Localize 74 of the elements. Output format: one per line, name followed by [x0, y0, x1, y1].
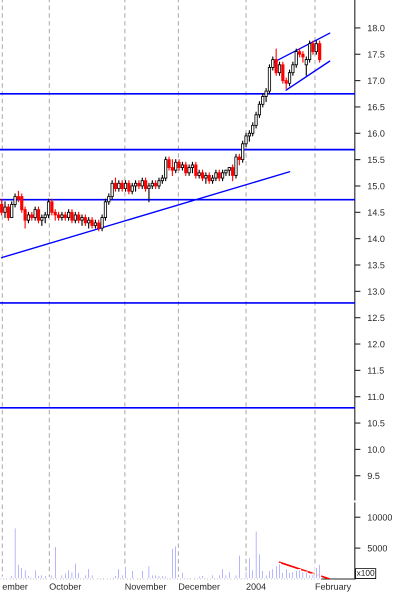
y-tick-label: 5000	[368, 545, 388, 552]
y-tick-label: 17.5	[368, 51, 385, 58]
y-tick-label: 12.0	[368, 341, 385, 348]
candlestick	[194, 162, 198, 179]
y-tick-label: 13.5	[368, 262, 385, 268]
candlestick	[278, 62, 282, 76]
candlestick	[120, 180, 124, 192]
y-tick-label: 16.5	[368, 104, 385, 110]
y-tick-label: 12.5	[368, 314, 385, 322]
candlestick	[134, 180, 138, 192]
candlestick	[190, 162, 194, 174]
candlestick	[184, 162, 188, 176]
candlestick	[174, 159, 178, 174]
y-tick-label: 14.5	[368, 209, 385, 216]
y-tick-label: 14.0	[368, 236, 385, 242]
candlestick	[36, 206, 40, 224]
candlestick	[77, 212, 80, 224]
candlestick	[208, 172, 211, 184]
candlestick	[74, 212, 77, 224]
candlestick	[84, 214, 87, 226]
candlestick	[97, 220, 100, 232]
candlestick	[144, 178, 148, 192]
candlestick	[127, 180, 130, 194]
candlestick	[214, 170, 218, 182]
candlestick	[318, 40, 322, 63]
candlestick	[0, 198, 4, 216]
candlestick	[87, 217, 90, 229]
y-tick-label: 9.5	[368, 472, 380, 480]
candlestick	[231, 164, 234, 182]
candlestick	[140, 178, 144, 190]
candlestick	[301, 51, 305, 63]
y-tick-label: 11.5	[368, 367, 384, 374]
x-tick-label: February	[316, 583, 352, 592]
y-tick-label: 10.0	[368, 446, 385, 453]
candlestick	[234, 154, 238, 179]
candlestick	[311, 40, 315, 55]
candlestick	[170, 159, 174, 176]
candlestick	[117, 180, 120, 192]
y-tick-label: 18.0	[368, 24, 385, 32]
candlestick	[3, 201, 7, 218]
candlestick	[164, 156, 168, 182]
y-tick-label: 17.0	[368, 78, 385, 84]
x-tick-label: December	[179, 583, 220, 590]
candlestick	[6, 204, 10, 221]
candlestick	[40, 214, 44, 226]
text: x100	[356, 570, 374, 576]
y-tick-label: 10.5	[368, 420, 385, 426]
candlestick	[204, 172, 208, 184]
candlestick	[70, 209, 74, 224]
y-tick-label: 13.0	[368, 288, 385, 295]
y-tick-label: 16.0	[368, 130, 385, 137]
x-tick-label: ember	[2, 583, 28, 590]
y-tick-label: 11.0	[368, 394, 384, 400]
y-tick-label: 15.0	[368, 182, 385, 190]
candlestick	[200, 170, 204, 182]
candlestick	[114, 178, 118, 192]
x-tick-label: 2004	[246, 583, 266, 590]
y-tick-label: 15.5	[368, 156, 385, 163]
candlestick	[80, 214, 84, 226]
x-tick-label: November	[126, 583, 166, 590]
candlestick	[274, 48, 278, 76]
candlestick	[157, 178, 161, 190]
candlestick	[147, 182, 151, 202]
y-tick-label: 10000	[368, 514, 392, 521]
candlestick	[188, 164, 191, 176]
candlestick	[26, 212, 30, 224]
candlestick	[218, 170, 221, 182]
candlestick	[34, 206, 37, 221]
x-tick-label: October	[50, 583, 82, 590]
candlestick	[67, 209, 70, 221]
candlestick	[221, 170, 224, 182]
candlestick	[238, 154, 241, 166]
candlestick	[90, 217, 94, 229]
candlestick	[130, 182, 134, 194]
